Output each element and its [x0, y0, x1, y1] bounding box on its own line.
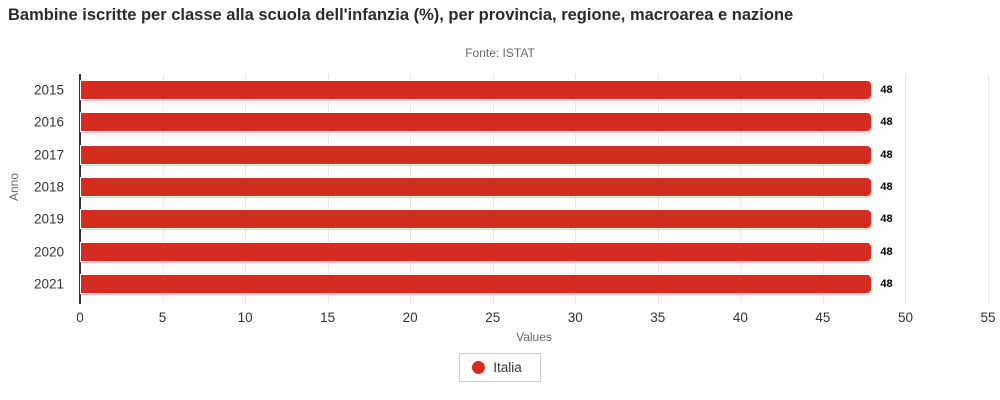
x-tick-label: 50 [897, 310, 913, 325]
bar-value-label: 48 [880, 213, 893, 226]
y-axis-line [79, 74, 81, 304]
bar-2016[interactable] [80, 112, 873, 133]
bar-value-label: 48 [880, 277, 893, 290]
chart-title: Bambine iscritte per classe alla scuola … [8, 6, 794, 24]
x-tick-label: 15 [320, 310, 336, 325]
y-axis-labels: 2015 2016 2017 2018 2019 2020 2021 [0, 74, 72, 300]
legend-item-italia[interactable]: Italia [459, 353, 541, 382]
y-category-label: 2019 [33, 211, 64, 227]
x-tick-label: 5 [158, 310, 167, 325]
y-category-label: 2018 [33, 179, 64, 195]
bar-value-label: 48 [880, 148, 893, 161]
bar-2017[interactable] [80, 144, 873, 165]
y-category-label: 2016 [33, 114, 64, 130]
bar-2019[interactable] [80, 209, 873, 230]
y-category-label: 2015 [33, 82, 64, 98]
bar-value-label: 48 [880, 245, 893, 258]
x-tick-label: 45 [815, 310, 831, 325]
legend: Italia [0, 353, 1000, 382]
x-tick-label: 20 [402, 310, 418, 325]
y-category-label: 2017 [33, 147, 64, 163]
x-axis-labels: 0 5 10 15 20 25 30 35 40 45 50 55 [76, 310, 995, 326]
gridline [988, 74, 989, 304]
bar-2015[interactable] [80, 80, 873, 101]
chart-subtitle: Fonte: ISTAT [465, 46, 535, 60]
y-category-label: 2021 [33, 276, 64, 292]
bar-value-label: 48 [880, 181, 893, 193]
y-category-label: 2020 [33, 244, 64, 260]
bar-2020[interactable] [80, 241, 873, 262]
gridline [905, 74, 907, 304]
bar-value-label: 48 [880, 116, 893, 129]
x-tick-label: 35 [650, 310, 666, 325]
bar-value-label: 48 [880, 84, 893, 97]
legend-marker-circle-icon [472, 361, 486, 374]
x-tick-label: 25 [485, 310, 501, 325]
x-tick-label: 40 [732, 310, 748, 325]
bar-2018[interactable] [80, 177, 873, 197]
x-tick-label: 30 [567, 310, 583, 325]
x-axis-title: Values [516, 330, 552, 344]
x-tick-label: 0 [76, 310, 84, 325]
x-tick-label: 55 [980, 310, 996, 325]
plot-area: 48 48 48 48 48 48 48 [79, 74, 989, 304]
bar-2021[interactable] [80, 273, 873, 294]
x-tick-label: 10 [237, 310, 253, 325]
legend-label: Italia [493, 360, 522, 375]
